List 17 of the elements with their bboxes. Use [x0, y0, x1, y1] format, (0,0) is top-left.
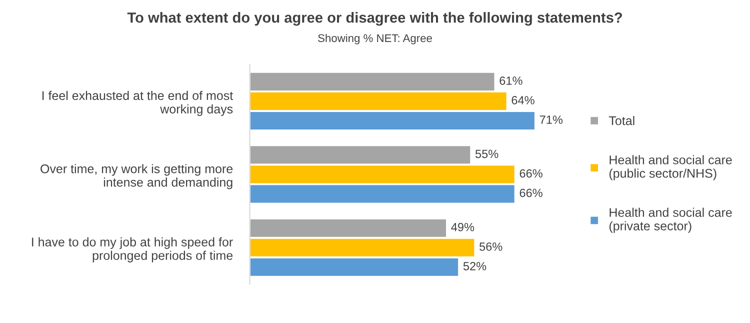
legend-label: Health and social care (private sector): [609, 208, 732, 233]
data-label: 66%: [520, 169, 542, 178]
data-label: 52%: [463, 262, 486, 270]
legend-label: Total: [608, 116, 634, 126]
data-label: 49%: [451, 222, 474, 232]
data-label: 66%: [520, 188, 542, 198]
data-label: 64%: [512, 96, 534, 104]
legend-label: Health and social care (public sector/NHS): [609, 155, 732, 180]
chart-subtitle: Showing % NET: Agree: [318, 34, 432, 44]
y-tick-label: I have to do my job at high speed for prolonged periods of time: [32, 237, 233, 262]
data-label: 55%: [475, 150, 498, 158]
y-tick-label: Over time, my work is getting more intense and demanding: [40, 164, 233, 190]
chart-title: To what extent do you agree or disagree with the following statements?: [127, 12, 622, 26]
data-label: 61%: [500, 76, 522, 85]
y-tick-label: I feel exhausted at the end of most working days: [42, 90, 234, 116]
data-label: 56%: [479, 242, 502, 251]
data-label: 71%: [540, 116, 563, 124]
